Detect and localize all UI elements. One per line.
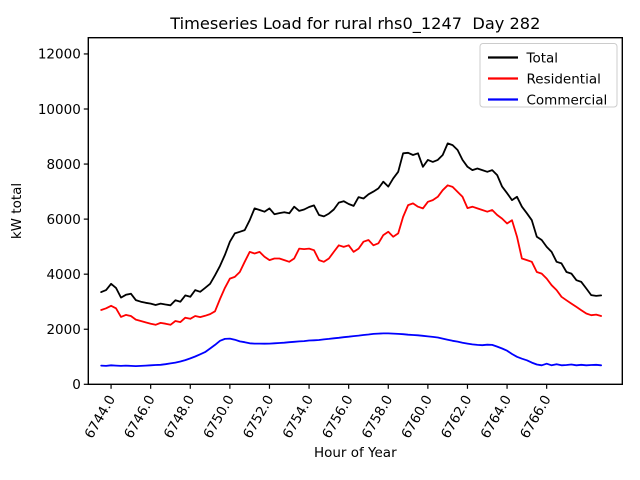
legend-label: Residential [527,71,601,87]
legend-label: Total [526,50,559,66]
y-axis: 0 2000 4000 6000 8000 10000 12000 [38,47,89,393]
plot-border [87,37,624,386]
y-axis-label: kW total [9,183,25,239]
chart-title: Timeseries Load for rural rhs0_1247 Day … [169,14,540,34]
y-tick-label: 2000 [46,322,80,338]
series-line-commercial [100,332,602,368]
legend: Total Residential Commercial [479,43,618,108]
legend-box [479,43,618,108]
y-tick-label: 8000 [46,157,80,173]
y-tick-label: 0 [72,377,81,393]
y-tick-label: 12000 [38,47,81,63]
y-tick-label: 10000 [38,102,81,118]
y-tick-label: 4000 [46,267,80,283]
series-line-residential [100,184,602,326]
x-axis-label: Hour of Year [314,445,397,461]
legend-label: Commercial [527,92,608,108]
y-tick-label: 6000 [46,212,80,228]
series-line-total [100,142,602,307]
